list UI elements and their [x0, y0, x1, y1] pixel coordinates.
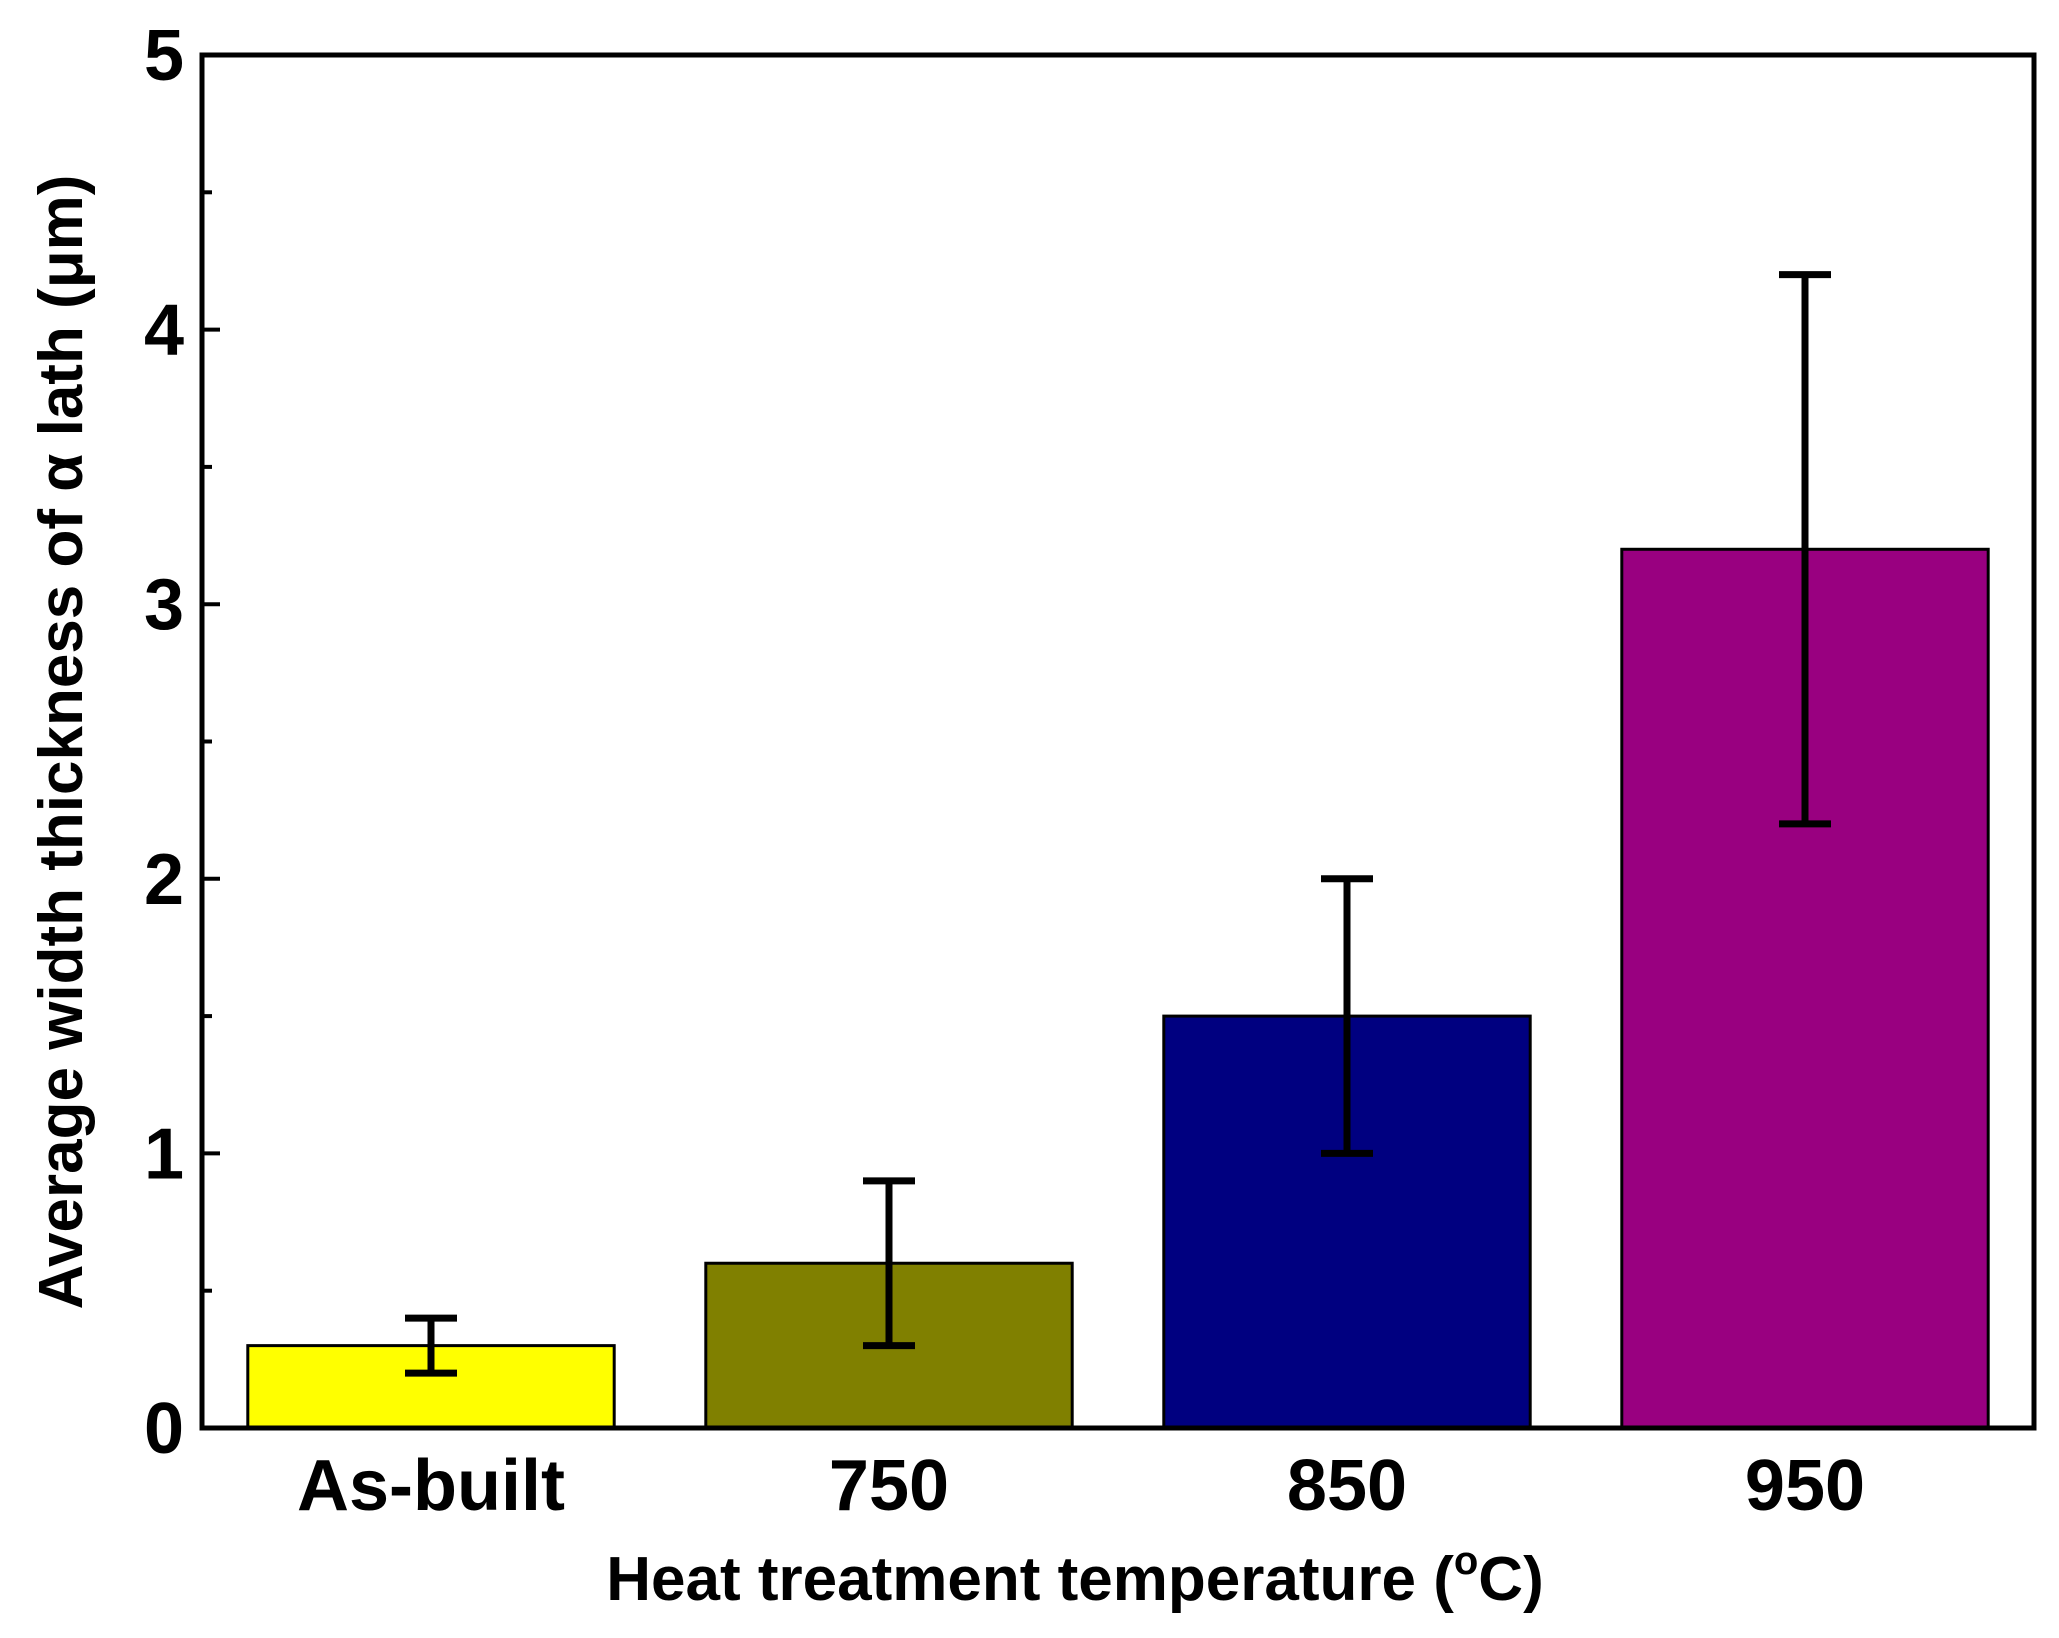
- y-tick-label: 0: [144, 1389, 184, 1469]
- error-bar-850: [1321, 875, 1373, 1157]
- x-axis: As-built 750 850 950: [297, 1446, 1865, 1526]
- degree-superscript: o: [1454, 1539, 1478, 1583]
- error-bar-750: [863, 1177, 915, 1350]
- y-axis-title: Average width thickness of α lath (μm): [27, 175, 96, 1310]
- x-tick-label: 750: [829, 1446, 949, 1526]
- x-tick-label: As-built: [297, 1446, 565, 1526]
- error-bar-as-built: [405, 1314, 457, 1377]
- x-tick-label: 850: [1287, 1446, 1407, 1526]
- error-bar-950: [1779, 271, 1831, 828]
- error-bars-layer: [405, 271, 1831, 1377]
- x-axis-title: Heat treatment temperature (oC): [606, 1539, 1543, 1614]
- y-tick-label: 4: [144, 291, 184, 371]
- y-tick-label: 3: [144, 565, 184, 645]
- bars-layer: [246, 547, 1990, 1430]
- y-tick-label: 5: [144, 16, 184, 96]
- y-tick-label: 1: [144, 1114, 184, 1194]
- y-tick-label: 2: [144, 840, 184, 920]
- x-tick-label: 950: [1745, 1446, 1865, 1526]
- y-axis: 0 1 2 3 4 5: [144, 16, 220, 1469]
